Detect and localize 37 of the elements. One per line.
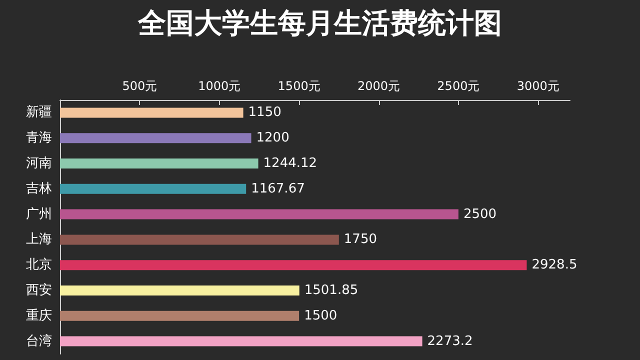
- bar: [60, 158, 258, 168]
- data-label: 2500: [463, 206, 497, 222]
- data-label: 1200: [256, 130, 290, 146]
- x-tick-label: 1000元: [198, 79, 241, 93]
- y-tick-label: 河南: [26, 156, 52, 171]
- y-tick-label: 新疆: [26, 105, 52, 120]
- y-tick-label: 吉林: [26, 181, 52, 196]
- bar: [60, 184, 246, 194]
- data-label: 1500: [304, 308, 338, 324]
- x-tick-label: 2500元: [437, 79, 480, 93]
- data-label: 1501.85: [304, 283, 358, 298]
- bar: [60, 234, 339, 245]
- bar: [60, 336, 422, 346]
- y-tick-label: 广州: [26, 206, 52, 222]
- data-label: 1750: [344, 232, 377, 248]
- y-tick-label: 重庆: [26, 308, 52, 324]
- data-label: 2273.2: [427, 334, 473, 349]
- bar: [60, 286, 300, 296]
- data-label: 2928.5: [532, 258, 578, 273]
- bar: [60, 209, 458, 220]
- data-label: 1150: [248, 105, 282, 120]
- y-tick-label: 西安: [26, 282, 52, 298]
- bar: [60, 260, 527, 270]
- data-label: 1167.67: [251, 181, 305, 196]
- bar: [60, 133, 252, 144]
- x-tick-label: 500元: [122, 79, 158, 93]
- x-tick-label: 3000元: [516, 79, 560, 93]
- y-tick-label: 台湾: [26, 332, 52, 349]
- y-tick-label: 上海: [26, 232, 52, 248]
- bar: [60, 310, 300, 321]
- bar: [60, 108, 244, 118]
- data-label: 1244.12: [263, 156, 318, 171]
- y-tick-label: 青海: [26, 130, 52, 146]
- chart-title: 全国大学生每月生活费统计图: [137, 6, 502, 40]
- x-tick-label: 1500元: [278, 79, 320, 93]
- y-tick-label: 北京: [26, 258, 52, 273]
- x-tick-label: 2000元: [357, 79, 400, 93]
